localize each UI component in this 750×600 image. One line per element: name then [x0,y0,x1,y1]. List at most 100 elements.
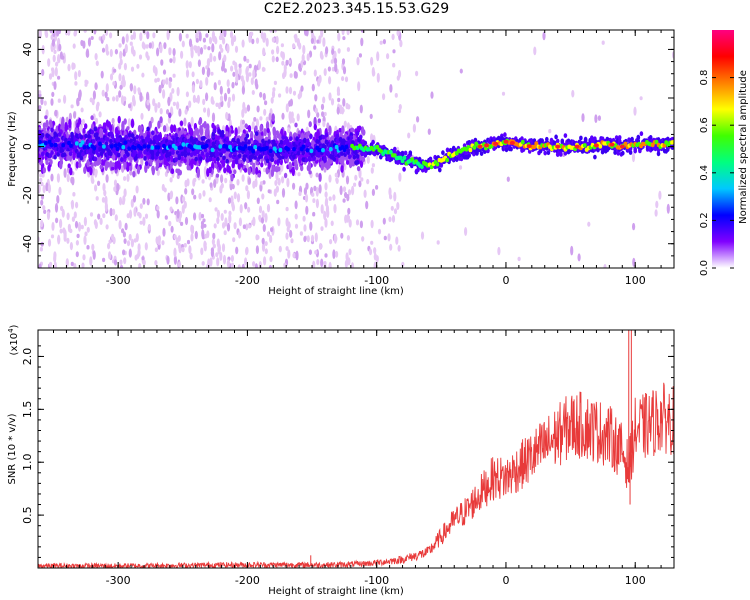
signal-cell [308,121,312,128]
noise-cell [201,179,205,184]
noise-cell [281,60,285,66]
noise-cell [109,73,114,81]
noise-cell [165,77,169,85]
noise-cell [255,82,259,90]
noise-cell [53,49,57,55]
signal-cell [265,158,270,164]
noise-cell [191,71,195,78]
noise-cell [631,152,636,163]
noise-cell [328,92,332,101]
signal-cell [283,172,288,179]
noise-cell [224,177,228,184]
noise-cell [286,177,290,188]
core-cell [92,146,97,151]
noise-cell [85,48,90,58]
noise-cell [215,102,219,108]
noise-cell [328,76,332,85]
noise-cell [260,217,265,224]
noise-cell [394,93,398,98]
signal-cell [139,130,143,138]
noise-cell [197,59,201,67]
signal-cell [115,133,119,139]
noise-cell [373,261,377,268]
signal-cell [296,150,301,156]
signal-cell [69,167,73,176]
signal-cell [244,123,248,129]
signal-cell [159,116,163,124]
noise-cell [259,91,263,98]
noise-cell [294,223,299,229]
noise-cell [215,252,219,258]
signal-cell [163,158,168,165]
signal-cell [157,120,161,129]
noise-cell [112,96,116,102]
core-cell [292,147,296,152]
core-cell [334,144,339,150]
signal-cell [340,151,344,157]
signal-cell [371,139,375,145]
noise-cell [205,76,209,86]
signal-cell [335,133,340,139]
noise-cell [118,196,123,206]
noise-cell [256,197,260,205]
noise-cell [135,185,139,194]
noise-cell [285,206,289,212]
signal-cell [261,138,265,144]
noise-cell [666,203,670,214]
noise-cell [301,53,305,63]
noise-cell [142,197,146,205]
noise-cell [156,169,160,176]
noise-cell [142,43,146,50]
signal-cell [358,125,362,131]
noise-cell [40,199,44,206]
noise-cell [242,224,246,229]
noise-cell [230,36,235,47]
signal-cell [242,157,247,163]
noise-cell [123,188,127,197]
core-cell [138,145,143,151]
noise-cell [247,206,251,213]
noise-cell [94,168,98,178]
core-cell [133,145,137,151]
signal-cell [243,167,248,173]
noise-cell [161,240,165,246]
signal-cell [109,138,113,144]
noise-cell [220,213,224,221]
noise-cell [361,236,365,242]
signal-cell [174,132,178,138]
signal-cell [186,148,191,153]
noise-cell [252,69,256,79]
noise-cell [166,109,170,115]
noise-cell [109,32,113,39]
noise-cell [220,182,224,189]
noise-cell [68,112,72,121]
noise-cell [43,100,47,106]
signal-cell [230,174,234,182]
noise-cell [122,249,126,256]
noise-cell [38,30,42,39]
noise-cell [130,66,135,72]
noise-cell [49,30,53,34]
noise-cell [154,260,158,266]
core-cell [305,148,310,153]
signal-cell [492,136,496,142]
signal-cell [225,150,230,161]
noise-cell [398,172,402,182]
noise-cell [190,233,194,242]
noise-cell [238,217,242,227]
noise-cell [56,195,60,204]
signal-cell [183,130,187,135]
noise-cell [227,197,232,205]
noise-cell [202,37,206,43]
noise-cell [207,46,211,51]
noise-cell [182,196,186,203]
noise-cell [198,31,202,42]
noise-cell [416,116,420,123]
noise-cell [603,264,607,268]
signal-cell [214,163,218,169]
noise-cell [154,78,158,83]
noise-cell [89,212,94,217]
noise-cell [212,232,216,240]
noise-cell [255,118,259,128]
noise-cell [315,186,319,197]
